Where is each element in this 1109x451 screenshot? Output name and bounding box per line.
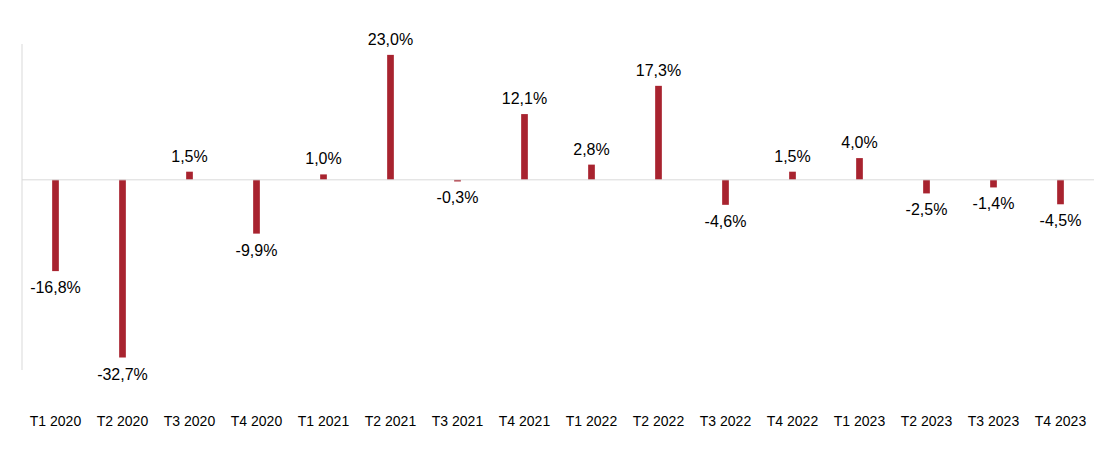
svg-text:T3 2022: T3 2022 [700, 413, 752, 429]
svg-text:-4,6%: -4,6% [705, 213, 747, 230]
svg-text:T4 2022: T4 2022 [767, 413, 819, 429]
svg-text:4,0%: 4,0% [841, 134, 877, 151]
svg-text:-9,9%: -9,9% [236, 242, 278, 259]
svg-text:-0,3%: -0,3% [437, 189, 479, 206]
svg-text:T4 2023: T4 2023 [1035, 413, 1087, 429]
svg-text:T4 2020: T4 2020 [231, 413, 283, 429]
svg-text:T3 2020: T3 2020 [164, 413, 216, 429]
svg-text:-2,5%: -2,5% [906, 201, 948, 218]
svg-text:T2 2021: T2 2021 [365, 413, 417, 429]
svg-text:-4,5%: -4,5% [1040, 212, 1082, 229]
svg-text:T1 2020: T1 2020 [30, 413, 82, 429]
svg-text:1,5%: 1,5% [171, 148, 207, 165]
svg-text:T4 2021: T4 2021 [499, 413, 551, 429]
svg-text:T3 2023: T3 2023 [968, 413, 1020, 429]
svg-text:T3 2021: T3 2021 [432, 413, 484, 429]
svg-text:-32,7%: -32,7% [97, 366, 148, 383]
svg-text:T1 2021: T1 2021 [298, 413, 350, 429]
svg-text:T1 2022: T1 2022 [566, 413, 618, 429]
svg-text:23,0%: 23,0% [368, 31, 413, 48]
svg-text:12,1%: 12,1% [502, 90, 547, 107]
svg-text:-16,8%: -16,8% [30, 279, 81, 296]
svg-text:T2 2020: T2 2020 [97, 413, 149, 429]
svg-text:2,8%: 2,8% [573, 141, 609, 158]
svg-text:T2 2023: T2 2023 [901, 413, 953, 429]
svg-text:1,5%: 1,5% [774, 148, 810, 165]
svg-text:1,0%: 1,0% [305, 150, 341, 167]
svg-text:17,3%: 17,3% [636, 62, 681, 79]
svg-text:-1,4%: -1,4% [973, 195, 1015, 212]
svg-text:T1 2023: T1 2023 [834, 413, 886, 429]
svg-text:T2 2022: T2 2022 [633, 413, 685, 429]
